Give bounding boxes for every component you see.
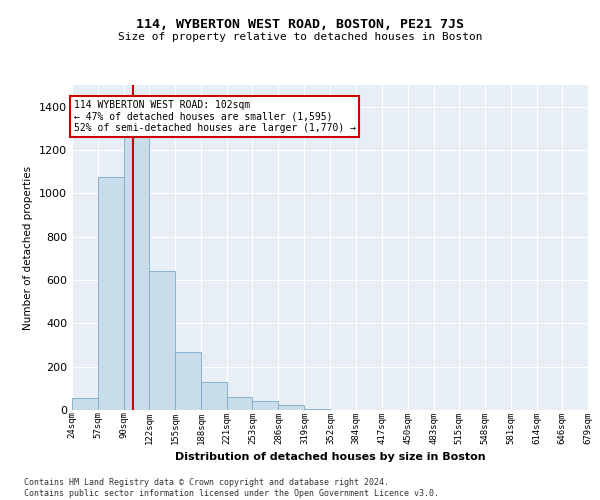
Bar — [304, 409, 331, 410]
Bar — [72, 398, 98, 410]
Bar — [124, 118, 149, 410]
Text: 114 WYBERTON WEST ROAD: 102sqm
← 47% of detached houses are smaller (1,595)
52% : 114 WYBERTON WEST ROAD: 102sqm ← 47% of … — [74, 100, 356, 134]
Bar — [149, 272, 175, 410]
Bar — [201, 382, 227, 410]
Bar — [253, 402, 278, 410]
Y-axis label: Number of detached properties: Number of detached properties — [23, 166, 34, 330]
Text: Size of property relative to detached houses in Boston: Size of property relative to detached ho… — [118, 32, 482, 42]
Bar — [175, 352, 201, 410]
Text: 114, WYBERTON WEST ROAD, BOSTON, PE21 7JS: 114, WYBERTON WEST ROAD, BOSTON, PE21 7J… — [136, 18, 464, 30]
Bar — [98, 177, 124, 410]
Text: Contains HM Land Registry data © Crown copyright and database right 2024.
Contai: Contains HM Land Registry data © Crown c… — [24, 478, 439, 498]
Bar — [278, 404, 304, 410]
X-axis label: Distribution of detached houses by size in Boston: Distribution of detached houses by size … — [175, 452, 485, 462]
Bar — [227, 397, 253, 410]
